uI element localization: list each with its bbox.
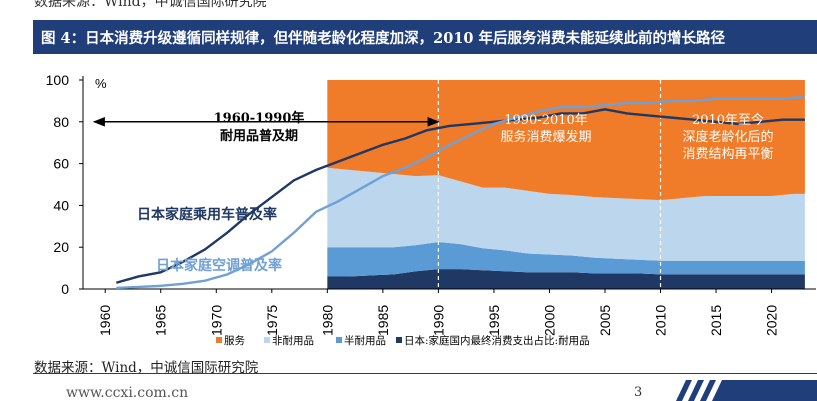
- x-tick-label: 1965: [153, 305, 169, 336]
- x-tick-label: 1980: [319, 305, 335, 336]
- area-semidurables: [327, 241, 805, 277]
- y-axis-unit-label: %: [95, 76, 107, 91]
- line-ac_line: [116, 95, 806, 290]
- legend-item: 半耐用品: [336, 334, 386, 347]
- figure-title: 图 4：日本消费升级遵循同样规律，但伴随老龄化程度加深，2010 年后服务消费未…: [41, 30, 726, 47]
- annotation-period1-line2: 耐用品普及期: [220, 128, 298, 144]
- figure-title-bar: 图 4：日本消费升级遵循同样规律，但伴随老龄化程度加深，2010 年后服务消费未…: [33, 20, 817, 54]
- annotation-period1-line1: 1960-1990年: [214, 110, 305, 126]
- decorative-stripes-icon: [676, 380, 817, 401]
- line-label-ac: 日本家庭空调普及率: [156, 257, 282, 274]
- x-tick-label: 1960: [97, 305, 113, 336]
- x-tick-label: 2010: [653, 305, 669, 336]
- legend-label: 非耐用品: [272, 334, 314, 347]
- annotation-period3-line1: 2010年至今: [692, 112, 764, 128]
- x-tick-label: 2020: [764, 305, 780, 336]
- y-tick-label: 40: [53, 197, 69, 213]
- legend-item: 服务: [216, 334, 245, 347]
- y-tick-label: 0: [61, 281, 69, 297]
- x-tick-label: 2015: [708, 305, 724, 336]
- legend-swatch: [264, 337, 270, 343]
- legend-item: 日本:家庭国内最终消费支出占比:耐用品: [396, 334, 590, 347]
- y-tick-label: 20: [53, 239, 69, 255]
- area-nondurables: [327, 167, 805, 261]
- website-link[interactable]: www.ccxi.com.cn: [66, 385, 189, 401]
- legend-label: 半耐用品: [344, 334, 386, 347]
- bottom-source-text: 数据来源：Wind，中诚信国际研究院: [34, 360, 259, 376]
- legend-swatch: [216, 337, 222, 343]
- x-tick-label: 1975: [264, 305, 280, 336]
- annotation-period3-line2: 深度老龄化后的: [682, 129, 773, 145]
- top-source-text: 数据来源：Wind，中诚信国际研究院: [34, 0, 267, 10]
- annotation-period2-line2: 服务消费爆发期: [500, 129, 591, 145]
- footer-rule: [33, 373, 817, 374]
- x-tick-label: 2005: [597, 305, 613, 336]
- x-tick-label: 2000: [541, 305, 557, 336]
- area-services: [327, 80, 805, 201]
- annotation-period3-line3: 消费结构再平衡: [682, 147, 773, 162]
- line-label-car: 日本家庭乘用车普及率: [137, 206, 277, 223]
- legend-label: 日本:家庭国内最终消费支出占比:耐用品: [404, 334, 590, 347]
- area-chart: 0 20 40 60 80 100 % 1960 1965 1970 1975 1980 1985 199…: [46, 72, 816, 347]
- legend-label: 服务: [224, 334, 245, 347]
- legend: 服务 非耐用品 半耐用品 日本:家庭国内最终消费支出占比:耐用品: [216, 334, 590, 347]
- legend-swatch: [396, 337, 402, 343]
- y-tick-label: 100: [46, 72, 70, 88]
- x-tick-label: 1970: [208, 305, 224, 336]
- y-tick-label: 60: [53, 156, 69, 172]
- x-tick-label: 1990: [430, 305, 446, 336]
- annotation-period2-line1: 1990-2010年: [504, 113, 588, 128]
- line-car_line: [115, 108, 805, 284]
- area-durables: [327, 269, 805, 289]
- legend-swatch: [336, 337, 342, 343]
- y-tick-label: 80: [53, 114, 69, 130]
- x-tick-label: 1995: [486, 305, 502, 336]
- legend-item: 非耐用品: [264, 334, 314, 347]
- x-tick-label: 1985: [375, 305, 391, 336]
- page-number: 3: [634, 385, 643, 400]
